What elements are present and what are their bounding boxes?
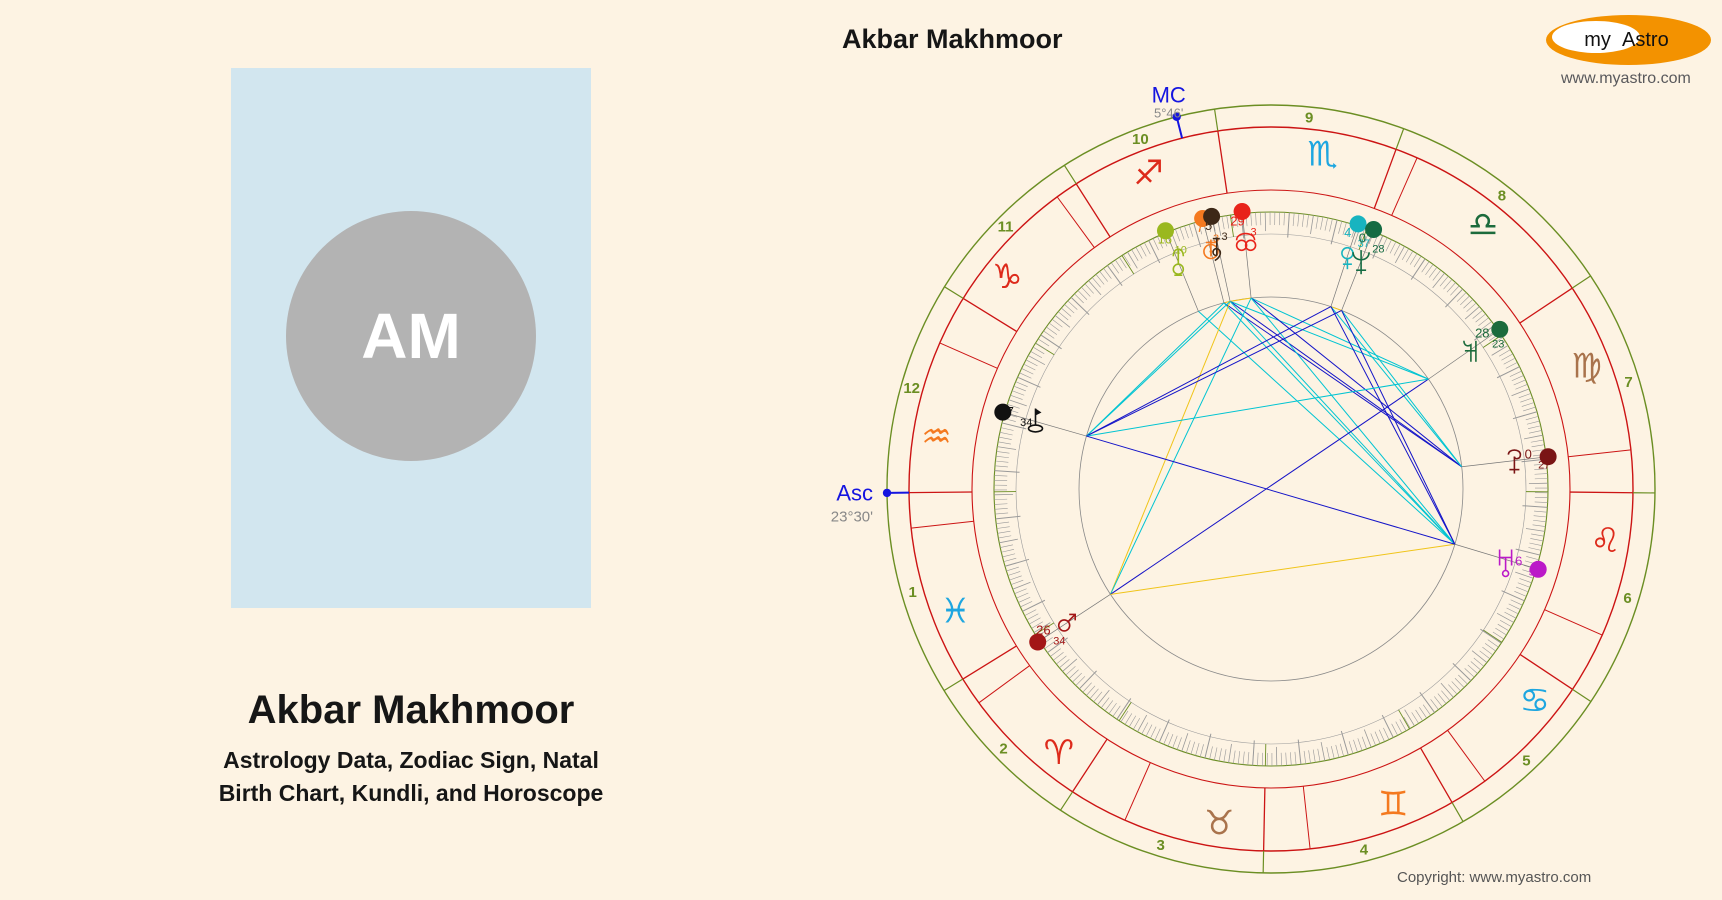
svg-text:28: 28	[1372, 244, 1384, 256]
svg-text:29: 29	[1230, 213, 1244, 228]
svg-text:28: 28	[1475, 325, 1489, 340]
svg-text:♐: ♐	[1133, 153, 1163, 193]
svg-text:3: 3	[1157, 837, 1165, 854]
svg-text:3: 3	[1250, 226, 1256, 238]
svg-text:3: 3	[1222, 231, 1228, 243]
svg-text:0: 0	[1525, 446, 1532, 461]
svg-text:♈: ♈	[1044, 733, 1074, 773]
svg-text:4: 4	[1344, 225, 1351, 240]
svg-text:♍: ♍	[1571, 347, 1601, 387]
svg-text:0: 0	[1359, 231, 1366, 246]
svg-text:♉: ♉	[1204, 804, 1234, 844]
svg-text:11: 11	[998, 219, 1014, 236]
svg-text:27: 27	[1538, 459, 1550, 471]
svg-text:♎: ♎	[1468, 205, 1498, 245]
svg-text:7: 7	[1007, 404, 1014, 419]
svg-text:♋: ♋	[1520, 681, 1550, 721]
svg-text:5: 5	[1205, 218, 1212, 233]
svg-text:26: 26	[1036, 622, 1050, 637]
svg-text:52: 52	[1529, 566, 1541, 578]
svg-text:6: 6	[1515, 553, 1522, 568]
svg-text:16: 16	[1158, 232, 1172, 247]
svg-text:5: 5	[1522, 752, 1530, 769]
svg-text:8: 8	[1498, 188, 1506, 205]
svg-text:9: 9	[1305, 110, 1313, 127]
svg-text:6: 6	[1623, 590, 1631, 607]
svg-text:34: 34	[1053, 635, 1065, 647]
svg-text:23: 23	[1492, 338, 1504, 350]
svg-text:4: 4	[1360, 842, 1369, 859]
svg-text:♒: ♒	[921, 417, 951, 457]
svg-text:♓: ♓	[940, 591, 970, 631]
svg-text:12: 12	[903, 380, 920, 397]
svg-text:♏: ♏	[1308, 135, 1338, 175]
svg-text:1: 1	[909, 584, 917, 601]
svg-text:MC: MC	[1152, 82, 1186, 107]
svg-text:5°46': 5°46'	[1154, 105, 1183, 120]
svg-text:♑: ♑	[992, 257, 1022, 297]
svg-text:Asc: Asc	[836, 480, 873, 505]
svg-text:10: 10	[1175, 245, 1187, 257]
svg-text:♊: ♊	[1378, 785, 1408, 825]
svg-text:2: 2	[999, 741, 1007, 758]
svg-text:34: 34	[1020, 417, 1032, 429]
svg-text:10: 10	[1132, 131, 1149, 148]
svg-text:23°30': 23°30'	[831, 508, 873, 525]
svg-text:7: 7	[1624, 374, 1632, 391]
svg-text:♌: ♌	[1590, 521, 1620, 561]
svg-text:7: 7	[1196, 220, 1203, 235]
